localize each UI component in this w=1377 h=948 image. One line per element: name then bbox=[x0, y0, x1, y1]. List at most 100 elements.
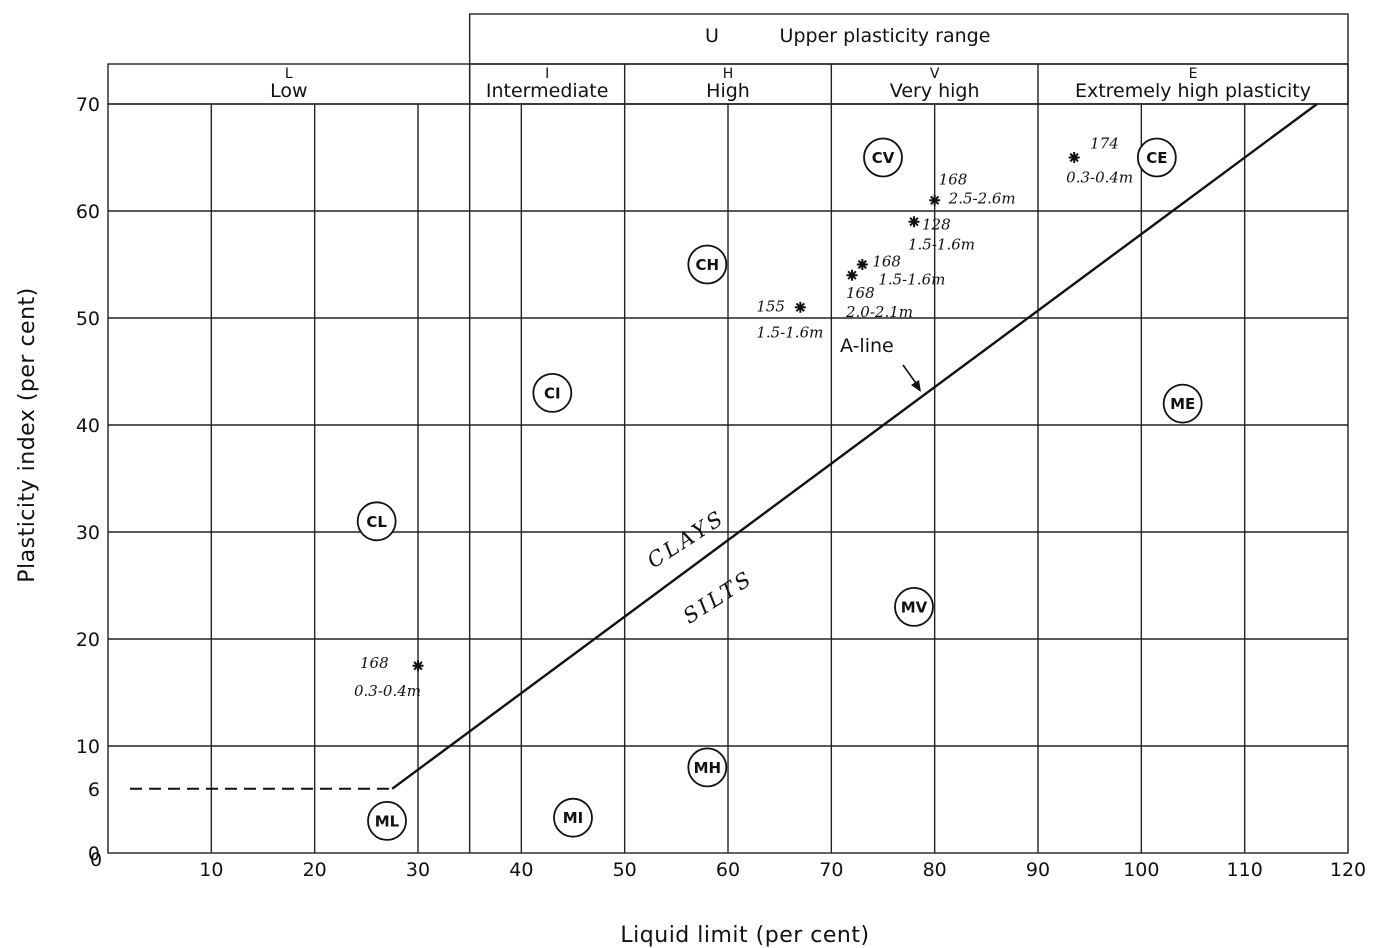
sample-id: 168 bbox=[846, 284, 875, 302]
sample-id: 128 bbox=[922, 216, 951, 234]
x-axis-ticks: 0 10 20 30 40 50 60 70 80 90 100 110 120 bbox=[90, 849, 1366, 881]
x-tick-label: 90 bbox=[1026, 859, 1050, 881]
band-letter: V bbox=[930, 66, 940, 82]
sample-depth: 0.3-0.4m bbox=[1066, 169, 1133, 187]
sample-depth: 1.5-1.6m bbox=[878, 271, 945, 289]
sample-depth: 0.3-0.4m bbox=[354, 682, 421, 700]
y-tick-label: 50 bbox=[76, 308, 100, 330]
band-letter: E bbox=[1189, 66, 1198, 82]
sample-id: 174 bbox=[1090, 135, 1119, 153]
x-tick-label: 120 bbox=[1330, 859, 1366, 881]
sample-marker-stroke bbox=[795, 302, 805, 312]
sample-depth: 1.5-1.6m bbox=[756, 323, 823, 341]
sample-marker-stroke bbox=[847, 270, 857, 280]
sample-marker-stroke bbox=[857, 259, 867, 270]
x-tick-label: 40 bbox=[509, 859, 533, 881]
silts-label: SILTS bbox=[679, 566, 758, 629]
x-tick-label: 70 bbox=[819, 859, 843, 881]
sample-id: 168 bbox=[360, 654, 389, 672]
clays-label: CLAYS bbox=[643, 505, 730, 573]
y-tick-label: 30 bbox=[76, 522, 100, 544]
a-line-arrow-head bbox=[911, 380, 921, 392]
zone-label: MV bbox=[901, 598, 928, 616]
sample-marker bbox=[846, 269, 858, 281]
x-axis-title: Liquid limit (per cent) bbox=[620, 923, 869, 948]
x-tick-label: 100 bbox=[1123, 859, 1159, 881]
sample-depth: 2.0-2.1m bbox=[845, 303, 913, 321]
a-line-label-bg bbox=[836, 330, 920, 356]
zone-marker: CL bbox=[356, 501, 397, 542]
x-tick-label: 0 bbox=[90, 849, 102, 871]
x-tick-label: 50 bbox=[613, 859, 637, 881]
zone-label: CE bbox=[1146, 149, 1167, 167]
sample-depth: 2.5-2.6m bbox=[948, 189, 1016, 207]
zone-circle bbox=[1162, 383, 1203, 424]
band-name: Extremely high plasticity bbox=[1075, 80, 1311, 102]
sample-id: 168 bbox=[872, 253, 901, 271]
sample-marker bbox=[1068, 152, 1080, 163]
zone-circle bbox=[553, 797, 593, 838]
x-tick-label: 110 bbox=[1227, 859, 1263, 881]
zone-circle bbox=[532, 372, 573, 413]
sample-id: 155 bbox=[756, 297, 785, 315]
sample-marker bbox=[929, 194, 941, 206]
a-line: A-line bbox=[130, 103, 1318, 790]
zone-marker: MI bbox=[553, 797, 593, 838]
zone-marker: CE bbox=[1136, 137, 1177, 178]
sample-marker bbox=[794, 301, 806, 313]
sample-marker bbox=[908, 216, 920, 228]
x-tick-label: 20 bbox=[303, 859, 327, 881]
zone-marker: CI bbox=[532, 372, 573, 413]
sample-marker bbox=[856, 259, 868, 270]
zone-label: MH bbox=[694, 759, 721, 777]
a-line-label: A-line bbox=[840, 335, 894, 357]
x-tick-label: 30 bbox=[406, 859, 430, 881]
zone-label: CH bbox=[696, 256, 720, 274]
sample-id: 168 bbox=[939, 170, 968, 188]
zone-marker: ME bbox=[1162, 383, 1203, 424]
zone-circle bbox=[894, 587, 934, 627]
sample-depth: 1.5-1.6m bbox=[908, 236, 975, 254]
zone-labels: CL CI CH CV CE ME MV MH MI ML bbox=[356, 137, 1203, 841]
band-name: Intermediate bbox=[486, 80, 609, 102]
zone-marker: ML bbox=[367, 801, 407, 841]
y-axis-ticks: 0 6 10 20 30 40 50 60 70 bbox=[76, 94, 100, 865]
x-tick-label: 60 bbox=[716, 859, 740, 881]
band-name: High bbox=[706, 80, 750, 102]
upper-range-letter: U bbox=[705, 25, 719, 47]
grid bbox=[107, 103, 1349, 854]
a-line-solid-segment bbox=[391, 103, 1318, 790]
y-tick-label: 70 bbox=[76, 94, 100, 116]
zone-label: MI bbox=[563, 809, 584, 827]
band-letter: H bbox=[723, 66, 734, 82]
sample-marker bbox=[412, 660, 424, 672]
band-letter: I bbox=[545, 66, 549, 82]
zone-label: CI bbox=[544, 384, 561, 402]
zone-circle bbox=[356, 501, 397, 542]
sample-point: 168 0.3-0.4m bbox=[354, 654, 424, 700]
zone-marker: MH bbox=[687, 747, 728, 788]
y-tick-label: 40 bbox=[76, 415, 100, 437]
zone-marker: CV bbox=[863, 137, 903, 178]
sample-marker-stroke bbox=[1069, 152, 1079, 163]
x-tick-label: 10 bbox=[199, 859, 223, 881]
band-name: Very high bbox=[890, 80, 980, 102]
zone-label: CL bbox=[366, 513, 387, 531]
y-tick-label: 6 bbox=[88, 779, 100, 801]
zone-circle bbox=[687, 244, 728, 285]
sample-point: 174 0.3-0.4m bbox=[1066, 135, 1133, 187]
zone-label: ME bbox=[1170, 395, 1195, 413]
zone-marker: MV bbox=[894, 587, 934, 627]
sample-marker-stroke bbox=[909, 217, 919, 227]
y-tick-label: 0 bbox=[88, 843, 100, 865]
zone-circle bbox=[1136, 137, 1177, 178]
x-tick-label: 80 bbox=[923, 859, 947, 881]
sample-marker-stroke bbox=[413, 661, 423, 671]
sample-point: 155 1.5-1.6m bbox=[756, 297, 823, 341]
zone-circle bbox=[687, 747, 728, 788]
zone-circle bbox=[367, 801, 407, 841]
